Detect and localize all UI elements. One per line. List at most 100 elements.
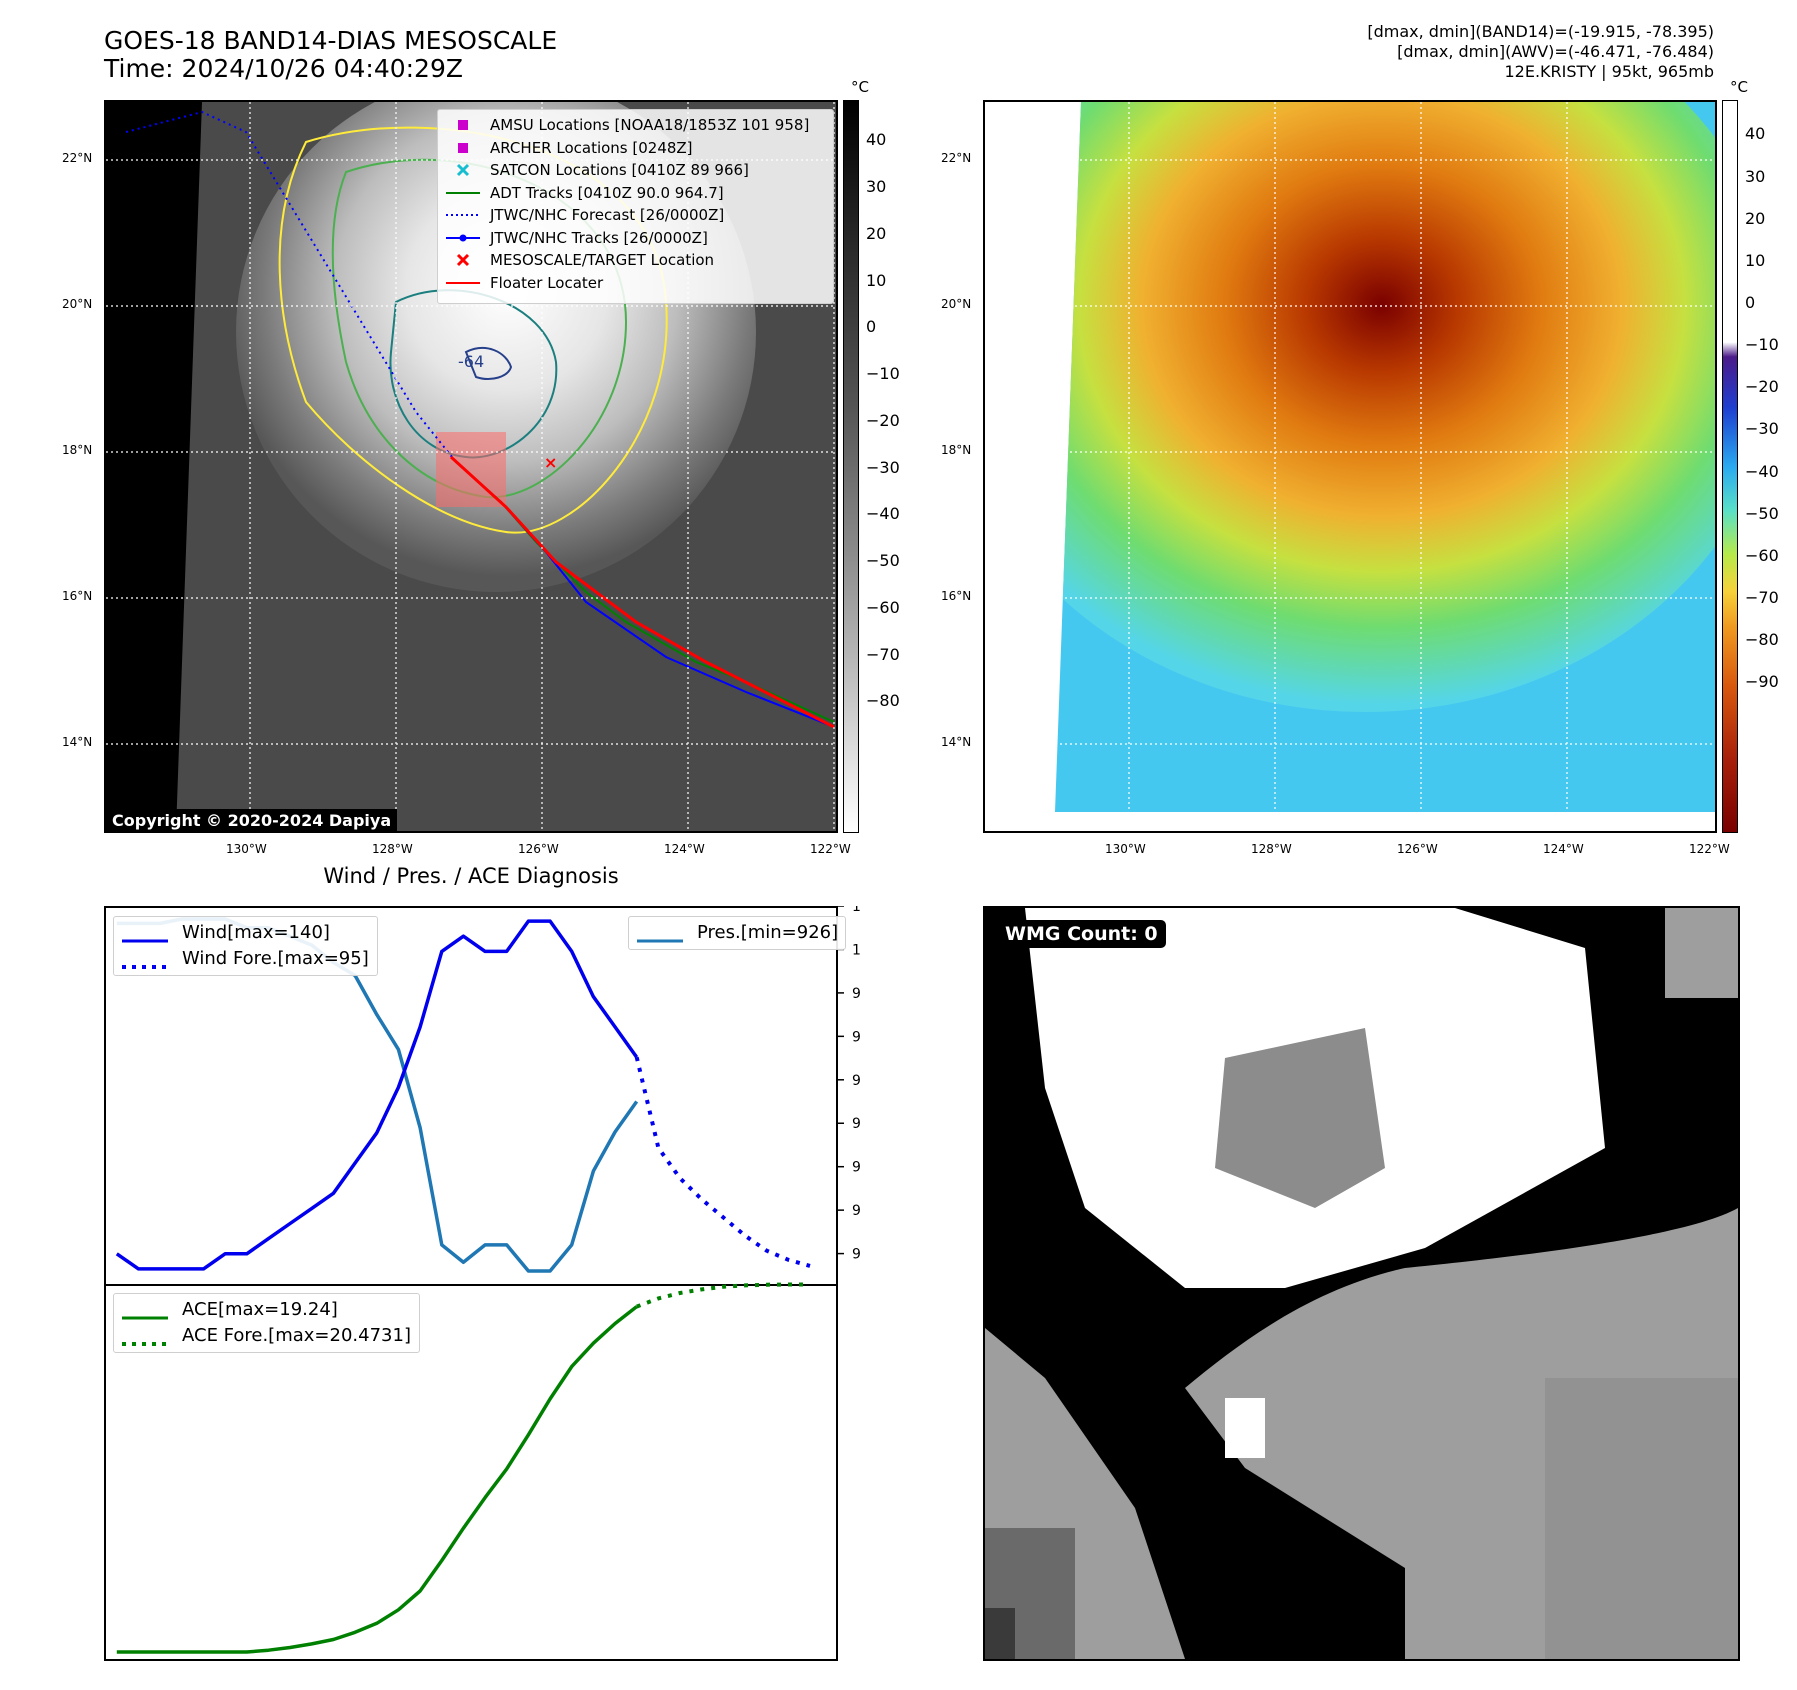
colorbar-right-tick: −30	[1745, 419, 1779, 439]
solid-line-icon	[637, 928, 683, 943]
wmg-panel: WMG Count: 0	[983, 906, 1740, 1661]
legend-item-forecast: JTWC/NHC Forecast [26/0000Z]	[446, 204, 825, 227]
awv-gridlines	[985, 102, 1715, 831]
diagnostic-info: [dmax, dmin](BAND14)=(-19.915, -78.395) …	[1367, 22, 1714, 82]
diagnosis-chart: 2040608010012014093094095096097098099010…	[25, 899, 925, 1664]
lat-label: 14°N	[62, 735, 93, 749]
lat-label: 20°N	[62, 297, 93, 311]
info-line-3: 12E.KRISTY | 95kt, 965mb	[1504, 62, 1715, 81]
green-line-icon	[446, 183, 480, 203]
floater-track	[449, 455, 835, 729]
legend-item-tracks: JTWC/NHC Tracks [26/0000Z]	[446, 227, 825, 250]
no-data-edge	[106, 102, 202, 831]
magenta-square-icon	[446, 115, 480, 135]
lat-label: 22°N	[62, 151, 93, 165]
dotted-line-icon	[122, 954, 168, 969]
blue-dotted-line-icon	[446, 205, 480, 225]
colorbar-right-tick: −20	[1745, 377, 1779, 397]
colorbar-left-tick: −60	[866, 597, 900, 617]
ace-legend: ACE[max=19.24] ACE Fore.[max=20.4731]	[113, 1293, 420, 1353]
colorbar-left-unit: °C	[851, 78, 869, 96]
awv-map-panel	[983, 100, 1717, 833]
colorbar-left-tick: −20	[866, 410, 900, 430]
colorbar-right-tick: −60	[1745, 545, 1779, 565]
colorbar-right-tick: 0	[1745, 293, 1756, 313]
colorbar-left-tick: −50	[866, 551, 900, 571]
colorbar-left-tick: 40	[866, 130, 887, 150]
pressure-tick-label: 980	[852, 1029, 860, 1045]
legend-ace: ACE[max=19.24]	[122, 1297, 411, 1323]
diagnosis-svg: 2040608010012014093094095096097098099010…	[25, 899, 925, 1661]
colorbar-right-tick: −90	[1745, 672, 1779, 692]
map-legend: AMSU Locations [NOAA18/1853Z 101 958] AR…	[437, 109, 834, 304]
colorbar-left-tick: 30	[866, 177, 887, 197]
legend-item-floater: Floater Locater	[446, 272, 825, 295]
pressure-tick-label: 930	[852, 1247, 860, 1263]
title-line-2: Time: 2024/10/26 04:40:29Z	[104, 54, 463, 83]
pressure-tick-label: 950	[852, 1160, 860, 1176]
awv-field	[1055, 102, 1715, 812]
legend-item-target: MESOSCALE/TARGET Location	[446, 249, 825, 272]
pressure-tick-label: 1000	[852, 942, 860, 958]
lon-label: 128°W	[1251, 842, 1292, 856]
contour-eye	[464, 347, 513, 380]
lat-label: 16°N	[941, 589, 972, 603]
lon-label: 124°W	[664, 842, 705, 856]
lat-label: 22°N	[941, 151, 972, 165]
lon-label: 124°W	[1543, 842, 1584, 856]
title-line-1: GOES-18 BAND14-DIAS MESOSCALE	[104, 26, 558, 55]
blue-line-dot-icon	[446, 228, 480, 248]
colorbar-right-tick: −10	[1745, 335, 1779, 355]
colorbar-right-unit: °C	[1730, 78, 1748, 96]
magenta-square-icon	[446, 138, 480, 158]
colorbar-right-tick: −50	[1745, 503, 1779, 523]
colorbar-right-tick: 30	[1745, 166, 1766, 186]
colorbar-left	[843, 100, 859, 833]
ir-map-panel: -64 × AMSU Locations [NOAA18/1853Z 101 9…	[104, 100, 838, 833]
forecast-track	[125, 110, 457, 463]
colorbar-left-tick: −70	[866, 644, 900, 664]
colorbar-left-tick: −30	[866, 457, 900, 477]
legend-item-satcon: SATCON Locations [0410Z 89 966]	[446, 159, 825, 182]
colorbar-right-tick: −70	[1745, 588, 1779, 608]
lon-label: 130°W	[226, 842, 267, 856]
contour-label: -64	[458, 352, 484, 371]
legend-wind-forecast: Wind Fore.[max=95]	[122, 946, 369, 972]
pressure-legend: Pres.[min=926]	[628, 916, 846, 950]
cyan-x-icon	[446, 160, 480, 180]
copyright-label: Copyright © 2020-2024 Dapiya	[106, 809, 398, 831]
legend-item-archer: ARCHER Locations [0248Z]	[446, 137, 825, 160]
wmg-svg	[985, 908, 1738, 1659]
lat-label: 18°N	[941, 443, 972, 457]
chart-title: GOES-18 BAND14-DIAS MESOSCALE Time: 2024…	[104, 27, 557, 83]
solid-line-icon	[122, 1305, 168, 1320]
legend-pressure: Pres.[min=926]	[637, 920, 838, 946]
ace-line	[116, 1305, 638, 1654]
colorbar-right	[1722, 100, 1738, 833]
pressure-tick-label: 940	[852, 1203, 860, 1219]
colorbar-left-tick: 10	[866, 270, 887, 290]
dotted-line-icon	[122, 1331, 168, 1346]
wmg-gray-core	[1215, 1028, 1385, 1208]
lon-label: 122°W	[1689, 842, 1730, 856]
wind-forecast-line	[634, 1056, 811, 1268]
colorbar-right-tick: 40	[1745, 124, 1766, 144]
legend-wind: Wind[max=140]	[122, 920, 369, 946]
awv-map-svg	[985, 102, 1715, 831]
ace-forecast-line	[635, 1282, 810, 1309]
red-x-icon	[446, 250, 480, 270]
colorbar-left-tick: −10	[866, 364, 900, 384]
lat-label: 14°N	[941, 735, 972, 749]
pressure-tick-label: 960	[852, 1116, 860, 1132]
legend-item-adt: ADT Tracks [0410Z 90.0 964.7]	[446, 182, 825, 205]
lat-label: 16°N	[62, 589, 93, 603]
lat-label: 20°N	[941, 297, 972, 311]
lon-label: 130°W	[1105, 842, 1146, 856]
wind-legend: Wind[max=140] Wind Fore.[max=95]	[113, 916, 378, 976]
colorbar-right-tick: −40	[1745, 461, 1779, 481]
lon-label: 126°W	[1397, 842, 1438, 856]
wmg-count-label: WMG Count: 0	[997, 920, 1166, 948]
target-marker: ×	[544, 453, 557, 472]
info-line-1: [dmax, dmin](BAND14)=(-19.915, -78.395)	[1367, 22, 1714, 41]
pressure-tick-label: 1010	[852, 906, 860, 915]
